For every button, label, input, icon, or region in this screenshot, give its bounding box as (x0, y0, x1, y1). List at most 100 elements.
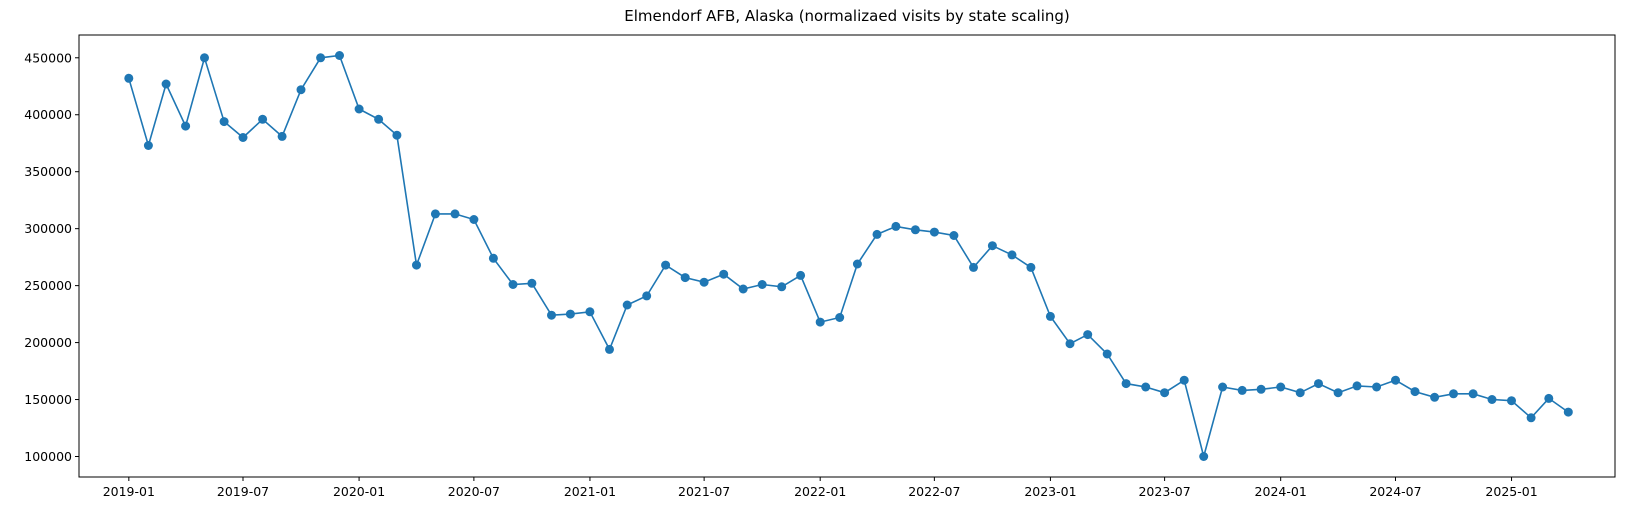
data-point (430, 209, 440, 219)
data-point (1563, 407, 1573, 417)
y-tick-label: 300000 (24, 221, 72, 236)
data-point (1065, 339, 1075, 349)
series-line (128, 54, 1569, 460)
data-point (910, 225, 920, 235)
y-tick-label: 200000 (24, 335, 72, 350)
data-point (238, 133, 248, 142)
data-point (1507, 396, 1516, 406)
data-point (258, 114, 268, 124)
data-point (1276, 382, 1286, 392)
data-point (296, 85, 306, 95)
data-point (1026, 262, 1036, 272)
y-tick-label: 250000 (24, 278, 72, 293)
x-tick-label: 2019-07 (217, 484, 269, 499)
data-point (605, 344, 614, 354)
data-point (949, 231, 959, 240)
y-tick-label: 100000 (24, 449, 72, 464)
data-point (1526, 413, 1536, 423)
data-point (1237, 385, 1247, 395)
data-point (1160, 388, 1170, 398)
data-point (354, 104, 364, 114)
x-tick-label: 2023-01 (1024, 484, 1076, 499)
data-point (1218, 382, 1228, 392)
data-point (124, 73, 134, 83)
data-point (680, 273, 690, 283)
x-tick-label: 2022-01 (794, 484, 846, 499)
data-point (1295, 388, 1305, 398)
y-tick-label: 150000 (24, 392, 72, 407)
data-point (547, 310, 556, 320)
chart-title: Elmendorf AFB, Alaska (normalizaed visit… (624, 7, 1070, 25)
data-point (1083, 330, 1093, 340)
data-point (835, 313, 845, 322)
data-point (277, 131, 287, 141)
data-point (852, 259, 862, 269)
data-point (219, 117, 229, 127)
data-point (815, 317, 825, 327)
data-point (1333, 388, 1343, 398)
data-point (1045, 311, 1055, 321)
data-point (872, 229, 882, 239)
data-point (987, 241, 997, 251)
data-point (757, 280, 767, 289)
x-tick-label: 2022-07 (908, 484, 960, 499)
data-point (335, 51, 344, 60)
x-tick-label: 2024-07 (1369, 484, 1421, 499)
data-point (392, 130, 402, 140)
data-point (929, 227, 939, 237)
data-point (1121, 379, 1131, 389)
data-point (374, 114, 384, 124)
data-point (1179, 375, 1189, 385)
data-point (969, 262, 978, 272)
x-tick-label: 2021-01 (564, 484, 616, 499)
data-point (527, 278, 537, 288)
y-tick-label: 350000 (24, 164, 72, 179)
y-axis: 100000 150000 200000 250000 300000 350000 4000… (24, 50, 79, 464)
data-point (1430, 392, 1440, 402)
data-point (585, 307, 595, 317)
data-point (1372, 382, 1382, 392)
data-point (796, 270, 806, 280)
data-point (143, 141, 153, 150)
data-point (1141, 382, 1151, 392)
data-point (508, 280, 518, 289)
data-point (200, 53, 209, 63)
y-tick-label: 400000 (24, 107, 72, 122)
data-point (661, 260, 671, 270)
data-point (450, 209, 460, 219)
data-point (1391, 375, 1400, 385)
data-point (316, 53, 326, 63)
y-tick-label: 450000 (24, 50, 72, 65)
data-point (565, 309, 575, 319)
data-point (1314, 379, 1323, 389)
data-point (1410, 387, 1420, 397)
data-point (1102, 349, 1112, 359)
data-point (1199, 452, 1209, 461)
data-point (891, 221, 901, 231)
x-tick-label: 2021-07 (678, 484, 730, 499)
data-point (622, 300, 632, 310)
data-point (738, 284, 748, 294)
data-point (1256, 384, 1266, 394)
data-point (181, 121, 191, 131)
data-point (412, 260, 421, 270)
data-point (1449, 389, 1458, 399)
x-tick-label: 2025-01 (1485, 484, 1537, 499)
data-point (1544, 393, 1554, 403)
data-point (469, 215, 479, 224)
data-point (699, 277, 709, 287)
x-tick-label: 2023-07 (1138, 484, 1190, 499)
plot-area (78, 34, 1616, 478)
data-points (124, 51, 1573, 461)
data-point (1352, 381, 1362, 391)
x-tick-label: 2020-07 (448, 484, 500, 499)
x-tick-label: 2024-01 (1255, 484, 1307, 499)
x-tick-label: 2019-01 (103, 484, 155, 499)
data-point (777, 282, 787, 292)
data-point (642, 291, 652, 301)
data-point (1468, 389, 1478, 399)
data-point (488, 253, 498, 263)
data-point (1487, 395, 1497, 404)
data-point (719, 269, 729, 279)
